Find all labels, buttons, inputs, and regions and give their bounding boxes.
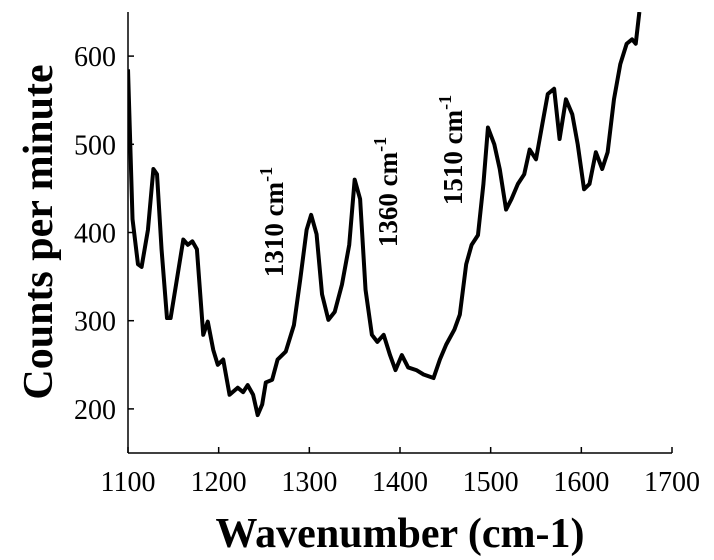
x-tick-label: 1700 bbox=[644, 467, 700, 498]
data-line bbox=[128, 12, 642, 418]
x-tick-label: 1100 bbox=[101, 467, 156, 498]
x-tick-label: 1200 bbox=[191, 467, 247, 498]
x-axis-title: Wavenumber (cm-1) bbox=[216, 511, 585, 557]
annotation-text: 1310 cm bbox=[259, 181, 289, 277]
y-tick-label: 400 bbox=[74, 219, 116, 250]
y-tick-label: 600 bbox=[74, 42, 116, 73]
x-tick-label: 1300 bbox=[281, 467, 337, 498]
peak-annotation: 1360 cm-1 bbox=[370, 137, 403, 247]
y-tick-label: 300 bbox=[74, 307, 116, 338]
peak-annotation: 1510 cm-1 bbox=[435, 95, 468, 205]
annotation-text: 1510 cm bbox=[438, 109, 468, 205]
y-tick-label: 200 bbox=[74, 395, 116, 426]
x-tick-label: 1600 bbox=[553, 467, 609, 498]
y-tick-label: 500 bbox=[74, 130, 116, 161]
x-tick-label: 1400 bbox=[372, 467, 428, 498]
annotation-text: 1360 cm bbox=[373, 151, 403, 247]
annotation-superscript: -1 bbox=[256, 167, 276, 182]
x-tick-label: 1500 bbox=[463, 467, 519, 498]
y-axis-title: Counts per minute bbox=[16, 64, 62, 399]
annotation-superscript: -1 bbox=[435, 95, 455, 110]
peak-annotation: 1310 cm-1 bbox=[256, 167, 289, 277]
annotation-superscript: -1 bbox=[370, 137, 390, 152]
